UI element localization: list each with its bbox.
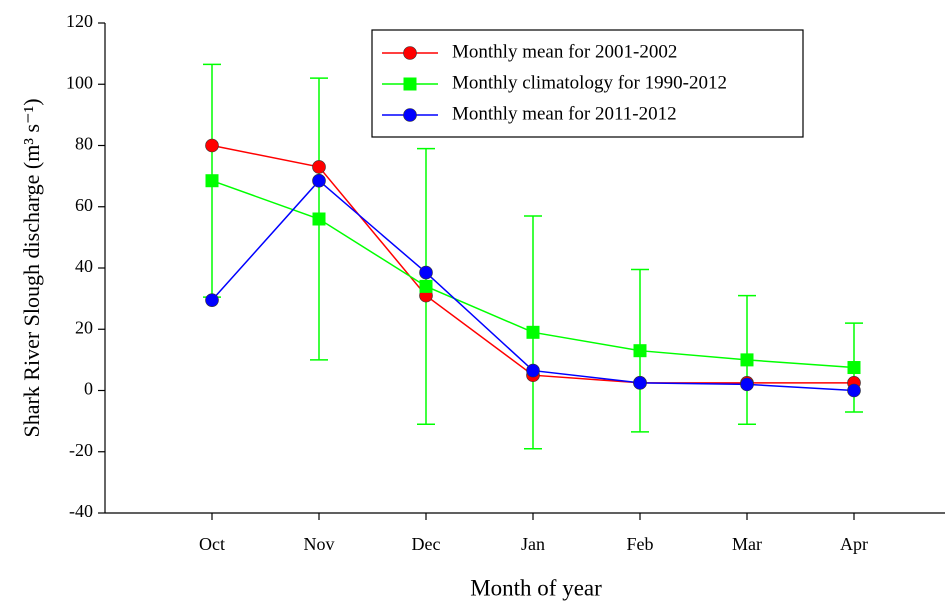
marker xyxy=(205,138,219,153)
legend-box xyxy=(371,29,804,138)
marker xyxy=(312,212,326,226)
y-axis-label: Shark River Slough discharge (m³ s⁻¹) xyxy=(19,98,44,437)
marker xyxy=(847,383,861,398)
x-tick-label: Jan xyxy=(521,534,545,554)
y-tick-label: 80 xyxy=(75,134,93,154)
marker xyxy=(633,376,647,390)
y-tick-label: 100 xyxy=(66,72,93,92)
y-tick-label: -20 xyxy=(69,440,93,460)
x-axis-label: Month of year xyxy=(470,575,602,600)
marker xyxy=(205,174,219,188)
marker xyxy=(740,353,754,367)
marker xyxy=(403,77,417,91)
legend-label: Monthly climatology for 1990-2012 xyxy=(452,72,727,93)
marker xyxy=(419,279,433,293)
x-tick-label: Oct xyxy=(199,534,225,554)
marker xyxy=(633,344,647,358)
x-tick-label: Apr xyxy=(840,534,868,554)
marker xyxy=(526,363,540,378)
y-tick-label: -40 xyxy=(69,501,93,521)
x-tick-label: Nov xyxy=(304,534,335,554)
marker xyxy=(740,377,754,392)
marker xyxy=(403,108,417,122)
x-tick-label: Feb xyxy=(627,534,654,554)
marker xyxy=(526,325,540,339)
y-tick-label: 120 xyxy=(66,11,93,31)
legend-label: Monthly mean for 2011-2012 xyxy=(452,103,677,124)
y-tick-label: 60 xyxy=(75,195,93,215)
y-tick-label: 40 xyxy=(75,256,93,276)
x-tick-label: Dec xyxy=(412,534,441,554)
x-tick-label: Mar xyxy=(732,534,762,554)
y-tick-label: 0 xyxy=(84,379,93,399)
marker xyxy=(312,160,326,174)
legend-label: Monthly mean for 2001-2002 xyxy=(452,41,677,62)
marker xyxy=(312,173,326,188)
marker xyxy=(419,265,433,280)
marker xyxy=(847,361,861,375)
marker xyxy=(403,46,417,60)
marker xyxy=(205,293,219,307)
y-tick-label: 20 xyxy=(75,317,93,337)
